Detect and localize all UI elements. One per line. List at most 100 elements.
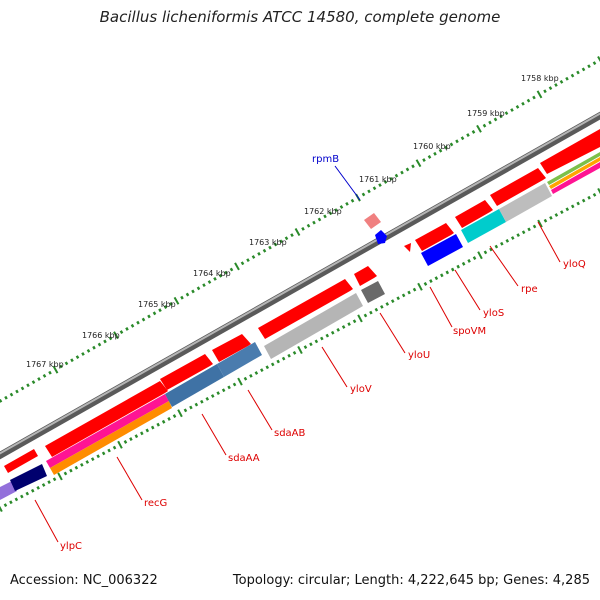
cds-arrow [160, 354, 213, 390]
minor-tick [134, 434, 139, 439]
minor-tick [570, 73, 575, 78]
minor-tick [163, 305, 168, 309]
minor-tick [196, 286, 201, 291]
minor-tick [565, 207, 570, 212]
minor-tick [4, 395, 8, 400]
minor-tick [161, 419, 166, 424]
minor-tick [389, 176, 393, 181]
minor-tick [521, 230, 526, 235]
cds-small-arrow [404, 243, 411, 252]
minor-tick [36, 486, 40, 490]
minor-tick [14, 497, 19, 502]
minor-tick [554, 213, 559, 217]
minor-tick [52, 477, 57, 482]
minor-tick [92, 345, 96, 350]
topology-text: Topology: circular; Length: 4,222,645 bp… [232, 573, 590, 588]
minor-tick [37, 377, 41, 381]
major-tick [0, 505, 3, 513]
gene-label-sdaAA: sdaAA [228, 453, 260, 464]
rpmB-feature [364, 213, 387, 244]
kbp-label: 1761 kbp [359, 175, 397, 184]
minor-tick [306, 223, 311, 228]
minor-tick [103, 339, 107, 344]
minor-tick [396, 296, 400, 301]
minor-tick [240, 261, 245, 266]
rna-pentagon [375, 230, 387, 244]
minor-tick [276, 359, 280, 364]
cog-bar [551, 162, 600, 194]
minor-tick [460, 136, 465, 141]
minor-tick [216, 391, 220, 395]
minor-tick [207, 280, 212, 284]
gene-label-yloS: yloS [483, 308, 504, 319]
minor-tick [249, 373, 253, 378]
minor-tick [510, 108, 514, 112]
kbp-label: 1763 kbp [249, 238, 287, 247]
minor-tick [205, 396, 210, 401]
cds-arrow [258, 279, 353, 339]
cds-arrow [490, 168, 546, 206]
minor-tick [119, 330, 124, 334]
minor-tick [69, 468, 73, 473]
minor-tick [48, 370, 52, 375]
gene-labels: yloQ rpe yloS spoVM yloU yloV sdaAB sdaA… [60, 259, 586, 552]
minor-tick [554, 83, 558, 87]
major-tick [597, 187, 600, 195]
minor-tick [559, 79, 564, 84]
label-leaders [34, 221, 561, 543]
minor-tick [482, 123, 487, 128]
minor-tick [394, 173, 399, 178]
minor-tick [42, 373, 47, 378]
minor-tick [505, 238, 510, 243]
minor-tick [489, 247, 493, 252]
minor-tick [339, 205, 344, 209]
kbp-label: 1762 kbp [304, 207, 342, 216]
minor-tick [330, 330, 335, 335]
minor-tick [521, 101, 525, 106]
gene-label-rpmB: rpmB [312, 154, 339, 165]
minor-tick [423, 282, 428, 286]
minor-tick [97, 342, 102, 347]
minor-tick [592, 192, 597, 197]
kbp-labels: 1758 kbp 1759 kbp 1760 kbp 1761 kbp 1762… [26, 74, 559, 369]
minor-tick [488, 120, 492, 125]
minor-tick [202, 283, 206, 288]
minor-tick [427, 155, 432, 159]
minor-tick [25, 491, 30, 496]
cog-track [0, 152, 600, 500]
accession-text: Accession: NC_006322 [10, 573, 158, 588]
minor-tick [510, 236, 515, 240]
minor-tick [581, 67, 586, 72]
minor-tick [47, 480, 51, 485]
gene-label-yloU: yloU [408, 350, 430, 361]
minor-tick [150, 425, 155, 430]
kbp-label: 1765 kbp [138, 300, 176, 309]
minor-tick [314, 339, 319, 344]
genome-title: Bacillus licheniformis ATCC 14580, compl… [99, 8, 501, 26]
major-tick [477, 251, 483, 260]
minor-tick [500, 241, 504, 246]
minor-tick [543, 89, 547, 94]
minor-tick [246, 258, 250, 263]
cds-arrow [45, 381, 168, 457]
major-tick [597, 56, 600, 63]
minor-tick [378, 183, 382, 187]
minor-tick [532, 95, 536, 100]
minor-tick [549, 215, 553, 220]
minor-tick [312, 220, 316, 225]
minor-tick [191, 289, 195, 294]
minor-tick [41, 483, 46, 487]
minor-tick [532, 224, 537, 229]
cog-bar [547, 152, 600, 185]
minor-tick [292, 350, 297, 355]
kbp-label: 1760 kbp [413, 142, 451, 151]
minor-tick [345, 201, 349, 206]
minor-tick [301, 226, 305, 231]
gene-label-rpe: rpe [521, 284, 538, 295]
minor-tick [592, 61, 597, 66]
minor-tick [323, 214, 327, 219]
minor-tick [361, 192, 366, 197]
minor-tick [232, 382, 237, 387]
major-tick [117, 440, 123, 449]
minor-tick [328, 211, 333, 216]
